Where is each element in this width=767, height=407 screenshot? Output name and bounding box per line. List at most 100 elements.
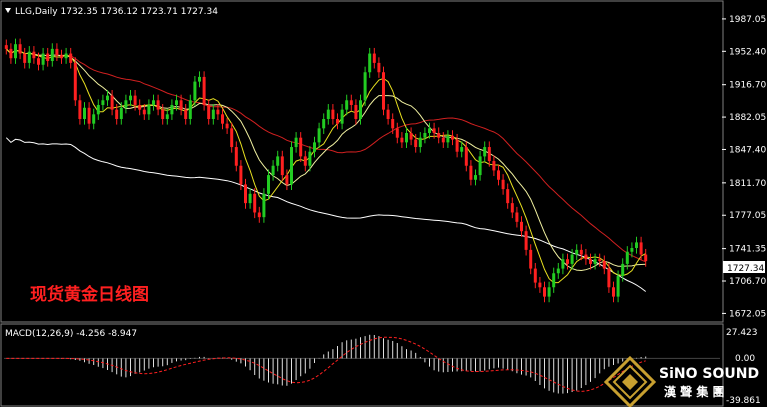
candle-body bbox=[23, 53, 27, 63]
candle-body bbox=[41, 53, 45, 65]
price-tick-label: 1882.05 bbox=[729, 113, 766, 123]
price-tick-label: 1672.05 bbox=[729, 309, 766, 319]
candle-body bbox=[589, 259, 592, 264]
candle-body bbox=[593, 259, 597, 264]
macd-axis: 27.423 0.00 -39.861 bbox=[726, 328, 761, 406]
candle-body bbox=[262, 193, 266, 218]
candle-body bbox=[133, 95, 137, 105]
candle-body bbox=[32, 51, 36, 59]
candle-body bbox=[556, 268, 560, 274]
candle-body bbox=[55, 48, 59, 56]
candle-body bbox=[635, 242, 638, 249]
candle-body bbox=[533, 268, 537, 283]
candle-body bbox=[101, 100, 105, 105]
candle-body bbox=[87, 107, 91, 124]
candle-body bbox=[326, 109, 330, 119]
candle-body bbox=[524, 231, 528, 250]
macd-signal-line bbox=[6, 336, 646, 392]
brand-name-cn: 漢 聲 集 團 bbox=[664, 384, 725, 399]
candle-body bbox=[432, 128, 436, 134]
candle-body bbox=[37, 58, 40, 65]
candle-body bbox=[60, 55, 63, 59]
candle-body bbox=[391, 118, 395, 129]
candle-body bbox=[129, 95, 132, 101]
candle-body bbox=[501, 179, 505, 190]
candle-body bbox=[602, 261, 606, 269]
candle-body bbox=[239, 165, 243, 185]
candle-body bbox=[598, 259, 602, 262]
price-tick-label: 1952.40 bbox=[729, 47, 766, 57]
candle-body bbox=[469, 165, 473, 180]
macd-scale-zero: 0.00 bbox=[735, 354, 755, 364]
price-tick-label: 1847.40 bbox=[729, 145, 766, 155]
price-tick-label: 1706.70 bbox=[729, 277, 766, 287]
candle-body bbox=[395, 128, 399, 138]
candle-body bbox=[280, 156, 284, 176]
candle-body bbox=[497, 170, 500, 180]
price-tick-label: 1916.70 bbox=[729, 81, 766, 91]
candle-body bbox=[46, 53, 50, 62]
candle-body bbox=[630, 248, 634, 252]
candle-body bbox=[607, 268, 611, 288]
candle-body bbox=[566, 259, 569, 264]
candle-body bbox=[428, 128, 431, 134]
candle-body bbox=[510, 203, 514, 213]
candle-body bbox=[372, 53, 376, 63]
candle-body bbox=[179, 100, 183, 110]
candle-body bbox=[483, 147, 487, 157]
candle-body bbox=[290, 147, 293, 185]
candle-body bbox=[267, 175, 270, 194]
macd-histogram bbox=[4, 334, 720, 394]
candle-body bbox=[474, 175, 477, 180]
candle-body bbox=[418, 137, 422, 148]
candle-body bbox=[9, 48, 13, 59]
candle-body bbox=[446, 135, 450, 143]
candle-body bbox=[115, 109, 119, 119]
candle-body bbox=[156, 100, 160, 110]
macd-scale-bottom: -39.861 bbox=[726, 396, 761, 406]
candle-body bbox=[225, 123, 229, 129]
price-tick-label: 1987.05 bbox=[729, 15, 766, 25]
candle-body bbox=[455, 139, 459, 152]
symbol-ohlc-line: LLG,Daily 1732.35 1736.12 1723.71 1727.3… bbox=[15, 7, 218, 17]
candle-body bbox=[437, 133, 441, 138]
candle-body bbox=[50, 48, 54, 62]
candle-body bbox=[363, 72, 367, 101]
candle-body bbox=[211, 109, 215, 119]
current-price-box bbox=[723, 261, 765, 273]
candle-body bbox=[152, 100, 155, 105]
price-panel bbox=[0, 0, 724, 323]
candle-body bbox=[506, 189, 510, 204]
candle-body bbox=[405, 133, 408, 143]
candle-body bbox=[221, 114, 224, 124]
candle-body bbox=[584, 254, 588, 260]
candle-body bbox=[96, 104, 100, 115]
candle-body bbox=[110, 95, 114, 110]
macd-title: MACD(12,26,9) -4.256 -8.947 bbox=[5, 329, 137, 339]
candle-body bbox=[161, 109, 165, 119]
dropdown-triangle-icon[interactable] bbox=[5, 8, 11, 13]
candle-body bbox=[441, 137, 445, 143]
candle-body bbox=[138, 104, 142, 110]
candle-body bbox=[386, 109, 390, 119]
candles bbox=[4, 38, 648, 303]
candle-body bbox=[303, 156, 307, 166]
candle-body bbox=[248, 193, 252, 204]
candle-body bbox=[487, 147, 491, 162]
candle-body bbox=[14, 44, 17, 59]
candle-body bbox=[308, 151, 312, 166]
candle-body bbox=[124, 100, 128, 108]
candle-body bbox=[515, 212, 519, 222]
candle-body bbox=[543, 287, 546, 297]
candle-body bbox=[294, 137, 298, 148]
candle-body bbox=[492, 161, 496, 171]
candle-body bbox=[253, 193, 257, 213]
candle-body bbox=[639, 242, 643, 255]
candle-body bbox=[616, 276, 620, 297]
candle-body bbox=[207, 104, 211, 119]
candle-body bbox=[368, 53, 372, 73]
candle-body bbox=[478, 156, 482, 176]
candle-body bbox=[276, 156, 280, 166]
candle-body bbox=[377, 62, 381, 73]
candle-body bbox=[83, 107, 86, 119]
